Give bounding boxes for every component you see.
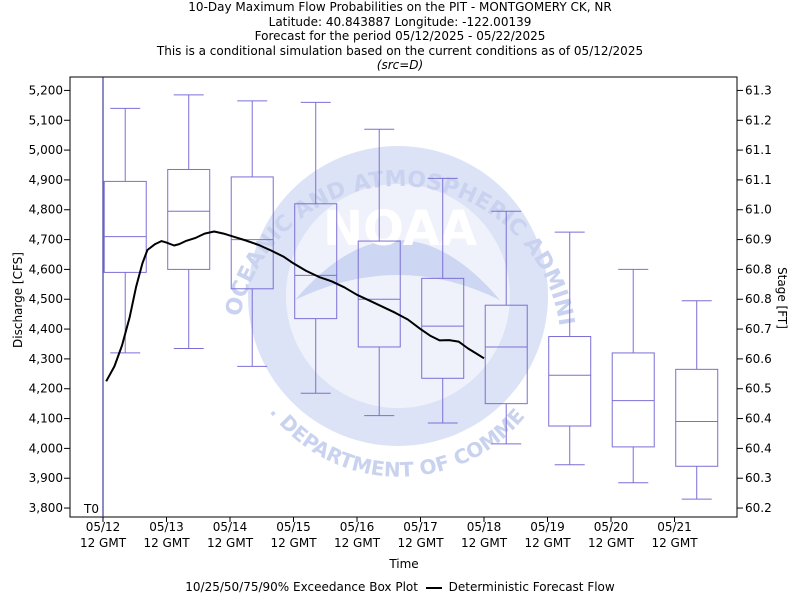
x-tick-label: 05/14 (213, 520, 248, 534)
y-tick-label: 4,900 (29, 173, 63, 187)
simulation-note: This is a conditional simulation based o… (156, 43, 644, 58)
box-iqr (484, 304, 528, 405)
y-tick-label: 4,100 (29, 412, 63, 426)
y2-tick-label: 60.7 (745, 322, 772, 336)
x-tick-label: 05/19 (530, 520, 565, 534)
x-tick-label: 05/18 (467, 520, 502, 534)
x-tick-label-time: 12 GMT (334, 536, 381, 550)
y-tick-label: 4,800 (29, 203, 63, 217)
x-tick-label: 05/13 (149, 520, 184, 534)
box-iqr (611, 352, 655, 448)
x-tick-label: 05/20 (594, 520, 629, 534)
y-tick-label: 4,000 (29, 441, 63, 455)
x-tick-label-time: 12 GMT (270, 536, 317, 550)
x-tick-label-time: 12 GMT (397, 536, 444, 550)
box-plot-day-1 (103, 107, 147, 354)
source-note: (src=D) (376, 58, 424, 73)
y-tick-label: 5,000 (29, 143, 63, 157)
y2-tick-label: 60.4 (745, 441, 772, 455)
x-tick-label: 05/15 (276, 520, 311, 534)
x-tick-label: 05/12 (86, 520, 121, 534)
noaa-emblem-inner (286, 184, 510, 408)
y-tick-label: 4,700 (29, 233, 63, 247)
y2-tick-label: 60.4 (745, 412, 772, 426)
y2-tick-label: 60.2 (745, 501, 772, 515)
y2-tick-label: 61.0 (745, 203, 772, 217)
x-tick-label: 05/16 (340, 520, 375, 534)
y2-tick-label: 60.6 (745, 352, 772, 366)
box-plots (103, 94, 719, 500)
y2-tick-label: 60.3 (745, 471, 772, 485)
y2-tick-label: 60.8 (745, 262, 772, 276)
axes: 05/12 12 GMT 05/13 12 GMT 05/14 12 GMT 05/15 12… (29, 77, 772, 550)
box-iqr (167, 168, 211, 270)
x-tick-label: 05/21 (657, 520, 692, 534)
x-tick-label: 05/17 (403, 520, 438, 534)
y-axis-label: Discharge [CFS] (11, 252, 25, 348)
y2-tick-label: 61.1 (745, 143, 772, 157)
x-tick-label-time: 12 GMT (588, 536, 635, 550)
x-tick-label-time: 12 GMT (207, 536, 254, 550)
x-tick-label-time: 12 GMT (143, 536, 190, 550)
box-plot-day-2 (167, 94, 211, 349)
x-tick-label-time: 12 GMT (651, 536, 698, 550)
box-iqr (675, 368, 719, 467)
y2-tick-label: 60.5 (745, 382, 772, 396)
noaa-watermark: NOAA NATIONAL OCEANIC AND ATMOSPHERIC AD… (0, 0, 578, 482)
deterministic-flow-series (105, 230, 485, 382)
y2-tick-label: 60.9 (745, 233, 772, 247)
chart-title: 10-Day Maximum Flow Probabilities on the… (188, 0, 612, 14)
box-plot-day-10 (675, 300, 719, 500)
forecast-period-subtitle: Forecast for the period 05/12/2025 - 05/… (254, 29, 546, 44)
legend-forecast-line-label: Deterministic Forecast Flow (448, 580, 615, 594)
plot-frame (69, 76, 738, 518)
box-plot-day-9 (611, 268, 655, 484)
x-tick-label-time: 12 GMT (80, 536, 127, 550)
location-subtitle: Latitude: 40.843887 Longitude: -122.0013… (268, 14, 532, 29)
box-iqr (294, 203, 338, 320)
box-plot-day-8 (548, 231, 592, 466)
noaa-bird-icon (295, 240, 500, 300)
box-iqr (357, 240, 401, 348)
box-iqr (548, 336, 592, 427)
deterministic-flow-line (105, 230, 485, 382)
t0-label: T0 (83, 502, 99, 516)
y-tick-label: 4,400 (29, 322, 63, 336)
box-plot-day-7 (484, 210, 528, 445)
box-iqr (230, 176, 274, 290)
y-tick-label: 3,900 (29, 471, 63, 485)
box-plot-day-3 (230, 100, 274, 367)
y2-tick-label: 61.1 (745, 173, 772, 187)
y-tick-label: 4,500 (29, 292, 63, 306)
x-tick-label-time: 12 GMT (461, 536, 508, 550)
y2-tick-label: 61.3 (745, 83, 772, 97)
chart-titles: 10-Day Maximum Flow Probabilities on the… (0, 0, 800, 73)
y-tick-label: 5,100 (29, 113, 63, 127)
legend-box-plot-label: 10/25/50/75/90% Exceedance Box Plot (185, 580, 418, 594)
x-axis-label: Time (388, 557, 418, 571)
y-tick-label: 5,200 (29, 83, 63, 97)
y-tick-label: 4,600 (29, 262, 63, 276)
x-tick-label-time: 12 GMT (524, 536, 571, 550)
legend-line-swatch (425, 586, 442, 589)
y-tick-label: 3,800 (29, 501, 63, 515)
box-iqr (103, 180, 147, 273)
legend: 10/25/50/75/90% Exceedance Box Plot Dete… (0, 580, 800, 594)
y-tick-label: 4,200 (29, 382, 63, 396)
box-plot-day-6 (421, 177, 465, 424)
y-tick-label: 4,300 (29, 352, 63, 366)
y2-tick-label: 61.2 (745, 113, 772, 127)
y2-axis-label: Stage [FT] (775, 267, 789, 329)
y2-tick-label: 60.8 (745, 292, 772, 306)
box-iqr (421, 277, 465, 379)
